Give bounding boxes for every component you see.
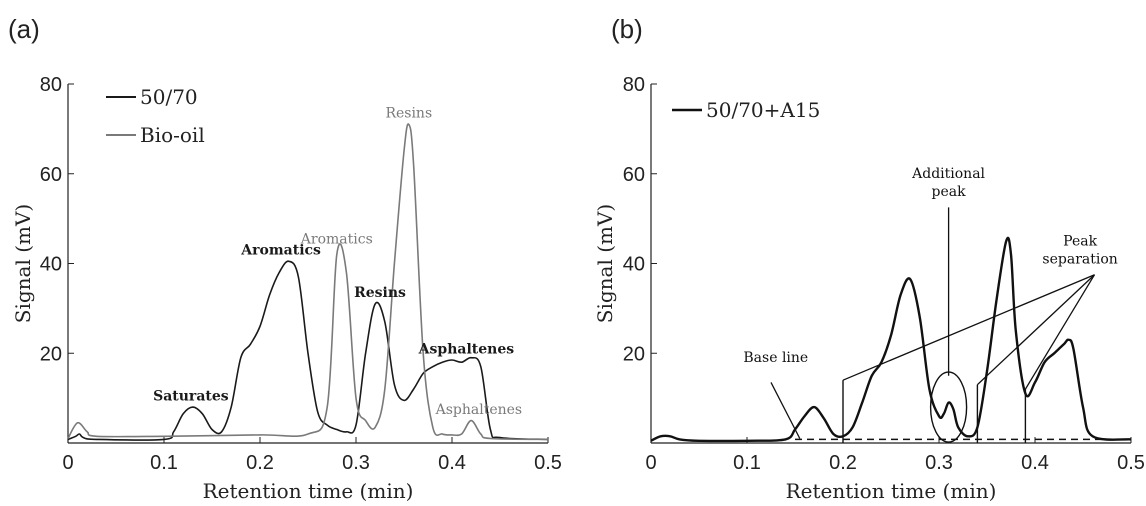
chart-panel-a: (a) 0 0.1 0.2 0.3 0.4 0.5 20 40 60 80 Retention tim… (8, 14, 562, 503)
x-tick-label: 0.4 (1021, 452, 1049, 474)
y-tick-label: 60 (623, 164, 645, 186)
annotation-resins: Resins (385, 106, 432, 122)
y-axis-title: Signal (mV) (11, 204, 35, 323)
y-tick-label: 40 (623, 254, 645, 276)
y-tick-label: 20 (40, 343, 62, 365)
x-tick-label: 0.5 (534, 452, 562, 474)
x-tick-label: 0.2 (246, 452, 274, 474)
additional-peak-circle (929, 371, 968, 443)
legend-label: 50/70+A15 (706, 98, 820, 122)
x-axis-title: Retention time (min) (786, 479, 997, 503)
y-tick-label: 40 (40, 254, 62, 276)
annotation-peak-separation-line2: separation (1042, 252, 1117, 268)
peak-separation-pointer (976, 274, 1095, 386)
annotation-peak-separation-line1: Peak (1063, 234, 1097, 250)
y-tick-label: 80 (40, 74, 62, 96)
series-line-bio-oil (67, 123, 549, 441)
x-tick-label: 0 (62, 452, 73, 474)
x-axis-title: Retention time (min) (203, 479, 414, 503)
y-tick-label: 60 (40, 164, 62, 186)
y-tick-label: 80 (623, 74, 645, 96)
x-tick-label: 0.1 (150, 452, 178, 474)
x-tick-label: 0.3 (925, 452, 953, 474)
annotation-asphaltenes: Asphaltenes (435, 402, 523, 418)
annotation-additional-peak-line2: peak (932, 184, 967, 200)
x-tick-label: 0.4 (438, 452, 466, 474)
annotation-saturates: Saturates (153, 388, 229, 404)
panel-label: (b) (611, 14, 643, 44)
x-tick-label: 0.3 (342, 452, 370, 474)
y-tick-label: 20 (623, 343, 645, 365)
legend-label: 50/70 (140, 85, 198, 109)
base-line-pointer (770, 382, 801, 439)
annotation-additional-peak-line1: Additional (911, 166, 985, 182)
legend-label: Bio-oil (140, 123, 205, 147)
x-tick-label: 0 (645, 452, 656, 474)
series-line-50-70-a15 (650, 236, 1132, 443)
panel-label: (a) (8, 14, 40, 44)
x-tick-label: 0.5 (1117, 452, 1145, 474)
y-axis-title: Signal (mV) (593, 204, 617, 323)
peak-separation-pointer (1024, 274, 1096, 390)
x-tick-label: 0.1 (733, 452, 761, 474)
annotation-aromatics: Aromatics (300, 231, 373, 247)
annotation-asphaltenes: Asphaltenes (418, 341, 515, 357)
annotation-aromatics: Aromatics (240, 243, 321, 259)
peak-separation-pointer (842, 274, 1095, 381)
annotation-base-line: Base line (743, 350, 808, 366)
x-tick-label: 0.2 (829, 452, 857, 474)
annotation-resins: Resins (354, 285, 406, 301)
series-line-50-70 (67, 260, 549, 441)
chart-panel-b: (b) 0 0.1 0.2 0.3 0.4 0.5 20 40 60 80 Retention tim… (593, 14, 1145, 503)
